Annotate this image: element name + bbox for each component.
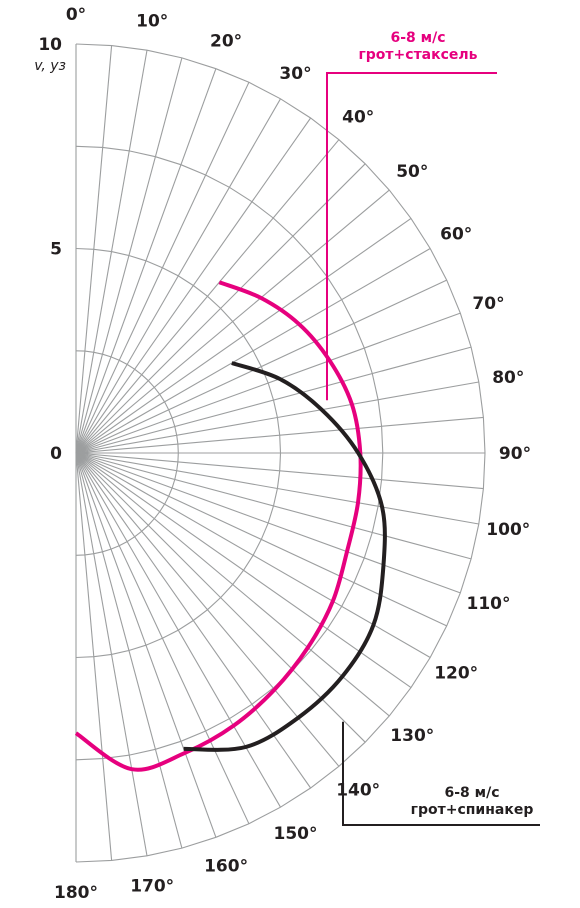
grid-spoke-155 <box>75 452 250 824</box>
angle-label-60: 60° <box>440 225 472 245</box>
radial-unit-label: v, уз <box>34 58 66 74</box>
grid-spoke-165 <box>75 452 183 849</box>
grid-spoke-55 <box>75 217 412 454</box>
angle-label-120: 120° <box>434 664 478 684</box>
grid-spoke-160 <box>75 452 217 838</box>
grid-spoke-20 <box>75 68 217 454</box>
radial-labels: 0 5 10 v, уз <box>34 35 66 464</box>
angle-label-0: 0° <box>66 5 86 25</box>
grid-spoke-50 <box>75 189 390 454</box>
grid-spoke-45 <box>75 163 366 454</box>
grid-spoke-130 <box>75 452 390 717</box>
radial-label-0: 0 <box>50 444 62 464</box>
angle-label-90: 90° <box>499 444 531 464</box>
grid-spoke-15 <box>75 57 183 454</box>
grid-spoke-65 <box>75 279 447 454</box>
angle-label-100: 100° <box>486 520 530 540</box>
grid-spoke-140 <box>75 452 340 767</box>
grid-spoke-70 <box>75 312 461 454</box>
angle-label-40: 40° <box>342 108 374 128</box>
grid-spoke-40 <box>75 139 340 454</box>
series-note-1-line-0: 6-8 м/с <box>444 785 499 801</box>
series-note-1-line-1: грот+спинакер <box>411 802 534 818</box>
angle-label-110: 110° <box>467 594 511 614</box>
angle-label-170: 170° <box>130 876 174 896</box>
grid-spoke-105 <box>75 452 472 560</box>
grid-spoke-25 <box>75 82 250 454</box>
angle-label-30: 30° <box>279 64 311 84</box>
grid-spoke-75 <box>75 346 472 454</box>
grid-spoke-115 <box>75 452 447 627</box>
angle-label-150: 150° <box>274 824 318 844</box>
grid-spoke-110 <box>75 452 461 594</box>
radial-label-10: 10 <box>38 35 62 55</box>
angle-labels: 0° 10° 20° 30° 40° 50° 60° 70° 80° 90° 100° 110° 120… <box>54 5 531 903</box>
grid-spoke-175 <box>75 452 113 861</box>
grid-spoke-100 <box>75 452 479 525</box>
leader-line-0 <box>326 72 497 401</box>
angle-label-20: 20° <box>210 32 242 52</box>
grid-spoke-95 <box>75 452 484 490</box>
grid-spoke-10 <box>75 50 148 454</box>
grid-spoke-120 <box>75 452 431 658</box>
grid-spoke-125 <box>75 452 412 689</box>
angle-label-80: 80° <box>492 368 524 388</box>
grid-spoke-5 <box>75 45 113 454</box>
grid-spoke-135 <box>75 452 366 743</box>
series-curve-1 <box>183 361 387 752</box>
series-note-0-line-0: 6-8 м/с <box>390 30 445 46</box>
series-note-0-line-1: грот+стаксель <box>358 47 477 63</box>
angle-label-10: 10° <box>136 12 168 32</box>
grid-spoke-85 <box>75 416 484 454</box>
grid-spoke-60 <box>75 248 431 454</box>
grid-spoke-170 <box>75 452 148 856</box>
radial-label-5: 5 <box>50 240 62 260</box>
grid-spoke-30 <box>75 98 281 454</box>
angle-label-130: 130° <box>390 726 434 746</box>
angle-label-140: 140° <box>336 780 380 800</box>
grid-spoke-35 <box>75 117 312 454</box>
grid-spoke-80 <box>75 381 479 454</box>
angle-label-70: 70° <box>472 294 504 314</box>
polar-grid <box>75 43 486 863</box>
series-curves <box>74 280 387 772</box>
angle-label-160: 160° <box>204 857 248 877</box>
grid-spoke-145 <box>75 452 312 789</box>
leader-line-1 <box>342 721 540 826</box>
angle-label-180: 180° <box>54 883 98 903</box>
angle-label-50: 50° <box>396 162 428 182</box>
